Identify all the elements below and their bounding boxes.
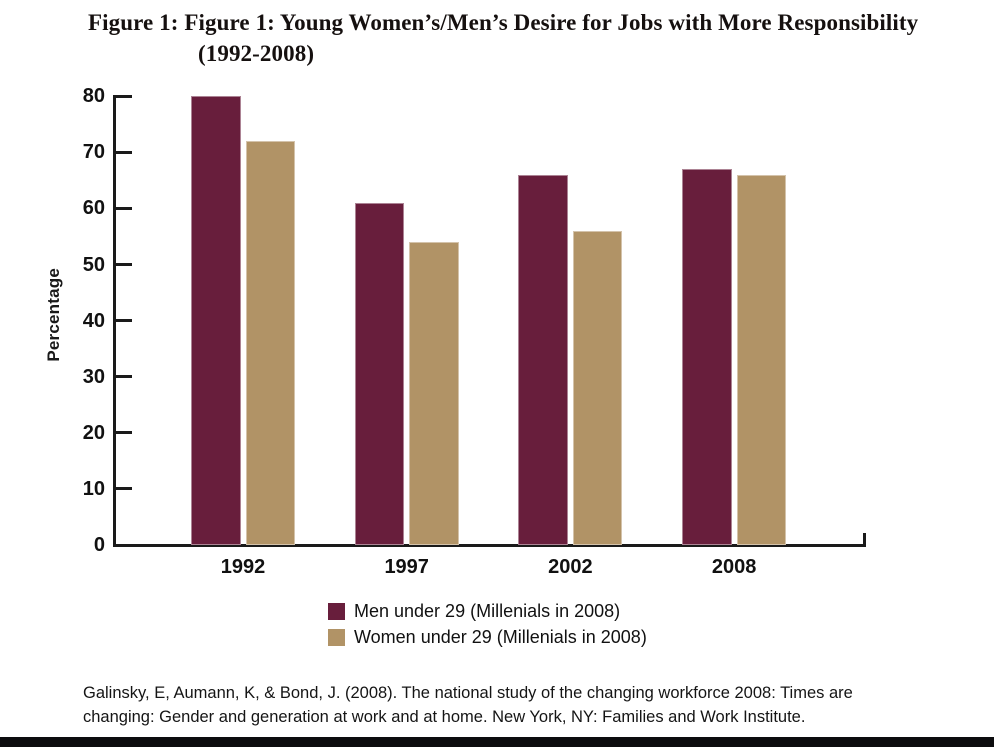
figure-title-line2: (1992-2008) — [198, 41, 315, 66]
y-axis-tick — [113, 150, 132, 154]
bar-men-2002 — [518, 174, 568, 545]
y-axis-tick — [113, 319, 132, 323]
y-axis-tick — [113, 263, 132, 266]
y-axis-tick — [113, 94, 132, 98]
citation-line1: Galinsky, E, Aumann, K, & Bond, J. (2008… — [83, 684, 853, 702]
y-tick-label: 30 — [82, 365, 105, 388]
y-tick-label: 70 — [82, 141, 105, 164]
chart-legend: Men under 29 (Millenials in 2008) Women u… — [328, 600, 647, 654]
bar-men-1997 — [354, 202, 405, 545]
y-tick-label: 60 — [82, 197, 105, 220]
x-axis-end-tick — [863, 533, 866, 545]
x-category-label-1997: 1997 — [384, 556, 429, 578]
bar-women-1992 — [245, 141, 295, 545]
bottom-black-bar — [0, 737, 994, 747]
x-category-label-1992: 1992 — [220, 556, 266, 578]
x-axis-line — [113, 544, 866, 547]
figure-title-line1: Figure 1: Figure 1: Young Women’s/Men’s … — [88, 10, 919, 35]
figure-title: Figure 1: Figure 1: Young Women’s/Men’s … — [88, 7, 918, 69]
x-category-label-2002: 2002 — [548, 556, 593, 578]
bar-men-1992 — [191, 96, 241, 545]
y-axis-tick — [113, 375, 132, 379]
legend-label: Women under 29 (Millenials in 2008) — [354, 626, 647, 647]
legend-swatch — [328, 628, 345, 646]
y-tick-label: 50 — [82, 253, 105, 276]
y-axis-tick — [113, 487, 132, 491]
y-tick-label: 20 — [82, 421, 105, 444]
y-tick-label: 10 — [82, 477, 105, 500]
bar-men-2008 — [682, 169, 732, 545]
citation: Galinsky, E, Aumann, K, & Bond, J. (2008… — [83, 681, 853, 729]
y-tick-label: 40 — [82, 309, 105, 332]
legend-swatch — [328, 602, 345, 620]
y-tick-label: 80 — [82, 85, 105, 108]
y-axis-tick — [113, 431, 132, 435]
y-tick-label: 0 — [93, 534, 105, 556]
citation-line2: changing: Gender and generation at work … — [83, 708, 806, 726]
x-category-label-2008: 2008 — [711, 556, 757, 578]
bar-women-2002 — [572, 230, 623, 545]
legend-label: Men under 29 (Millenials in 2008) — [354, 600, 621, 621]
legend-item: Women under 29 (Millenials in 2008) — [328, 626, 647, 647]
legend-item: Men under 29 (Millenials in 2008) — [328, 600, 647, 621]
bar-women-2008 — [736, 174, 787, 545]
y-axis-tick — [113, 206, 132, 210]
bar-women-1997 — [409, 242, 459, 545]
